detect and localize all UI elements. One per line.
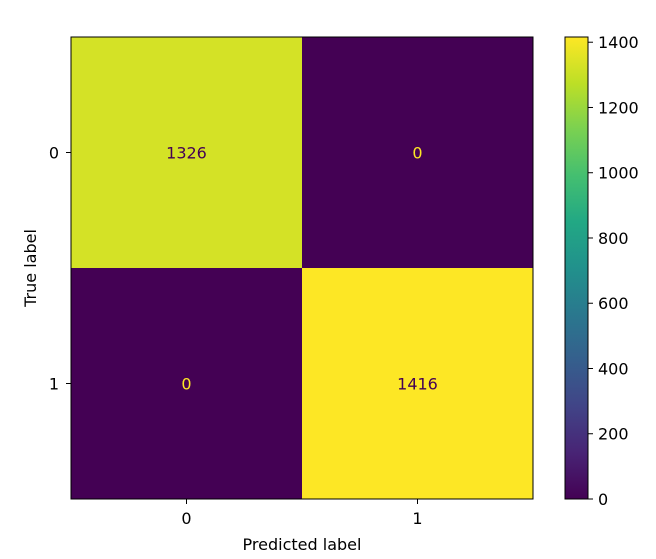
colorbar-tick-label: 0 (598, 490, 608, 509)
colorbar-tick-label: 400 (598, 359, 629, 378)
cell-0-1 (302, 37, 533, 268)
y-tick-label: 0 (49, 144, 59, 163)
matrix-cell-labels: 1326 0 0 1416 (166, 144, 438, 394)
cell-value-label: 1416 (397, 375, 438, 394)
colorbar-tick-label: 800 (598, 229, 629, 248)
colorbar-tick-label: 200 (598, 425, 629, 444)
cell-value-label: 0 (181, 375, 191, 394)
colorbar-ticks: 0 200 400 600 800 1000 1200 1400 (588, 33, 639, 509)
x-tick-label: 0 (181, 509, 191, 528)
x-tick-label: 1 (412, 509, 422, 528)
colorbar-tick-label: 1400 (598, 33, 639, 52)
colorbar (564, 36, 589, 500)
plot-frame (70, 36, 534, 500)
cell-1-0 (71, 268, 302, 499)
y-axis-ticks: 01 (49, 144, 71, 394)
cell-value-label: 1326 (166, 144, 207, 163)
cell-value-label: 0 (412, 144, 422, 163)
y-tick-label: 1 (49, 375, 59, 394)
x-axis-label: Predicted label (243, 535, 362, 554)
colorbar-tick-label: 1200 (598, 98, 639, 117)
colorbar-tick-label: 600 (598, 294, 629, 313)
y-axis-label: True label (21, 229, 40, 308)
matrix-cells (71, 37, 533, 499)
colorbar-tick-label: 1000 (598, 164, 639, 183)
cell-1-1 (302, 268, 533, 499)
cell-0-0 (71, 37, 302, 268)
